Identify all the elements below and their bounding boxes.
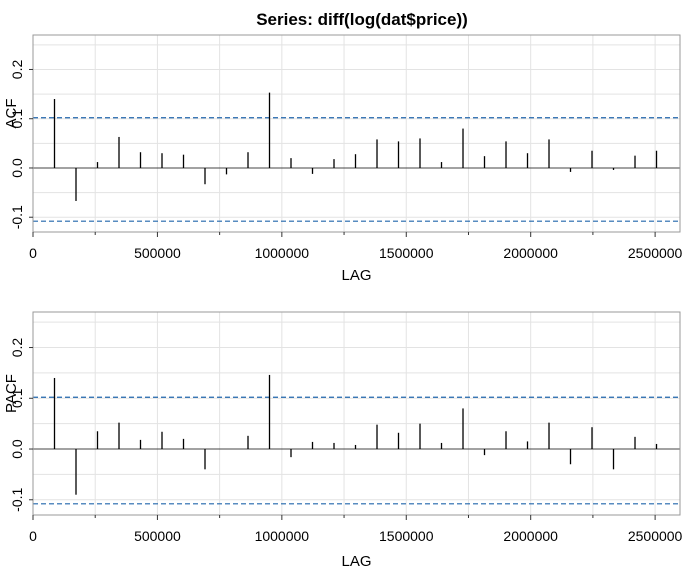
x-tick-label: 1500000 — [379, 528, 434, 544]
x-axis-label: LAG — [341, 267, 371, 284]
x-tick-label: 500000 — [134, 528, 181, 544]
panels: 0 500000 1000000 1500000 2000000 2500000-0.10… — [3, 34, 683, 570]
x-tick-label: 2500000 — [628, 245, 683, 261]
x-tick-label: 1000000 — [255, 245, 310, 261]
pacf-panel: 0 500000 1000000 1500000 2000000 2500000 -0.1 0… — [3, 311, 683, 570]
y-tick-label: 0.0 — [9, 158, 25, 178]
x-tick-label: 0 — [29, 245, 37, 261]
x-tick-label: 500000 — [134, 245, 181, 261]
acf-panel: 0 500000 1000000 1500000 2000000 2500000 -0.1 0… — [3, 34, 683, 284]
plot-frame — [32, 34, 681, 233]
y-tick-label: 0.1 — [9, 388, 25, 408]
x-tick-label: 2000000 — [503, 245, 558, 261]
y-tick-label: 0.2 — [9, 60, 25, 80]
y-tick-label: -0.1 — [9, 205, 25, 229]
chart-title: Series: diff(log(dat$price)) — [256, 10, 468, 29]
plot-frame — [32, 311, 681, 516]
x-tick-label: 2000000 — [503, 528, 558, 544]
x-axis-label: LAG — [341, 553, 371, 570]
y-axis-label: ACF — [3, 99, 20, 129]
x-tick-label: 1000000 — [255, 528, 310, 544]
x-tick-label: 2500000 — [628, 528, 683, 544]
y-axis-label: PACF — [3, 374, 20, 413]
y-tick-label: -0.1 — [9, 487, 25, 511]
y-tick-label: 0.1 — [9, 109, 25, 129]
y-tick-label: 0.2 — [9, 338, 25, 358]
x-tick-label: 1500000 — [379, 245, 434, 261]
x-tick-label: 0 — [29, 528, 37, 544]
y-tick-label: 0.0 — [9, 439, 25, 459]
